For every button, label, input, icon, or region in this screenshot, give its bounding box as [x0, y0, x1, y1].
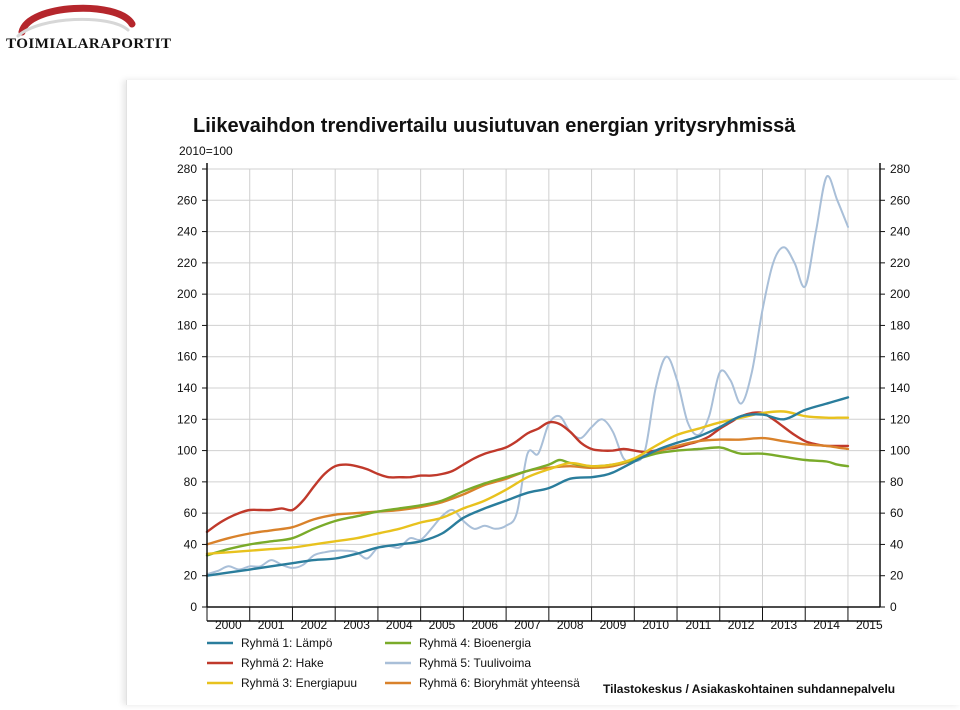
y-tick-label-right: 240	[890, 225, 910, 239]
chart-panel: Liikevaihdon trendivertailu uusiutuvan e…	[126, 80, 960, 705]
y-tick-label-right: 0	[890, 600, 897, 614]
legend: Ryhmä 1: Lämpö Ryhmä 2: Hake Ryhmä 3: Ener…	[207, 636, 580, 690]
y-tick-label-left: 60	[184, 506, 198, 520]
x-tick-label: 2012	[728, 618, 755, 632]
x-tick-label: 2003	[343, 618, 370, 632]
y-tick-label-right: 220	[890, 256, 910, 270]
y-tick-label-right: 40	[890, 537, 904, 551]
brand-name: TOIMIALARAPORTIT	[6, 36, 172, 52]
series-line-2	[205, 411, 850, 534]
line-chart: Liikevaihdon trendivertailu uusiutuvan e…	[177, 115, 910, 696]
source-note: Tilastokeskus / Asiakaskohtainen suhdann…	[603, 682, 895, 696]
y-tick-label-right: 140	[890, 381, 910, 395]
x-tick-label: 2006	[471, 618, 498, 632]
y-tick-label-right: 180	[890, 318, 910, 332]
y-tick-label-right: 100	[890, 444, 910, 458]
y-tick-label-left: 280	[177, 162, 197, 176]
y-tick-label-right: 160	[890, 350, 910, 364]
series-line-1	[205, 396, 850, 577]
y-tick-label-right: 280	[890, 162, 910, 176]
legend-label: Ryhmä 5: Tuulivoima	[419, 656, 531, 670]
y-tick-label-right: 120	[890, 412, 910, 426]
y-tick-label-left: 120	[177, 412, 197, 426]
x-tick-label: 2014	[813, 618, 840, 632]
series-line-5	[206, 174, 849, 576]
series-line-4	[205, 446, 850, 557]
x-tick-label: 2007	[514, 618, 541, 632]
y-tick-label-left: 140	[177, 381, 197, 395]
grid-lines	[207, 168, 880, 608]
y-tick-label-left: 220	[177, 256, 197, 270]
chart-title: Liikevaihdon trendivertailu uusiutuvan e…	[193, 115, 796, 137]
y-tick-label-right: 80	[890, 475, 904, 489]
brand-logo: TOIMIALARAPORTIT	[0, 0, 172, 60]
y-tick-label-left: 260	[177, 193, 197, 207]
legend-label: Ryhmä 1: Lämpö	[241, 636, 333, 650]
x-tick-label: 2011	[685, 618, 711, 632]
legend-label: Ryhmä 3: Energiapuu	[241, 676, 357, 690]
y-tick-label-left: 40	[184, 537, 198, 551]
y-tick-label-right: 60	[890, 506, 904, 520]
y-tick-label-right: 20	[890, 569, 904, 583]
index-label: 2010=100	[179, 144, 233, 158]
series-lines	[205, 174, 850, 577]
y-tick-label-left: 180	[177, 318, 197, 332]
x-tick-label: 2008	[557, 618, 584, 632]
y-tick-label-left: 20	[184, 569, 198, 583]
x-tick-label: 2005	[429, 618, 456, 632]
legend-label: Ryhmä 2: Hake	[241, 656, 324, 670]
x-tick-label: 2015	[856, 618, 883, 632]
axes: 0 0 20 20 40 40 60 60 80 80 100 100 120 120 140 140 160 1…	[177, 162, 910, 632]
y-tick-label-left: 80	[184, 475, 198, 489]
x-tick-label: 2004	[386, 618, 413, 632]
legend-label: Ryhmä 4: Bioenergia	[419, 636, 531, 650]
x-tick-label: 2000	[215, 618, 242, 632]
y-tick-label-left: 200	[177, 287, 197, 301]
x-tick-label: 2001	[258, 618, 285, 632]
legend-label: Ryhmä 6: Bioryhmät yhteensä	[419, 676, 580, 690]
y-tick-label-right: 260	[890, 193, 910, 207]
x-tick-label: 2009	[600, 618, 627, 632]
y-tick-label-left: 0	[190, 600, 197, 614]
y-tick-label-right: 200	[890, 287, 910, 301]
x-tick-label: 2010	[642, 618, 669, 632]
y-tick-label-left: 100	[177, 444, 197, 458]
y-tick-label-left: 240	[177, 225, 197, 239]
y-tick-label-left: 160	[177, 350, 197, 364]
x-tick-label: 2002	[300, 618, 327, 632]
logo-swoosh-icon	[16, 4, 136, 38]
x-tick-label: 2013	[771, 618, 798, 632]
